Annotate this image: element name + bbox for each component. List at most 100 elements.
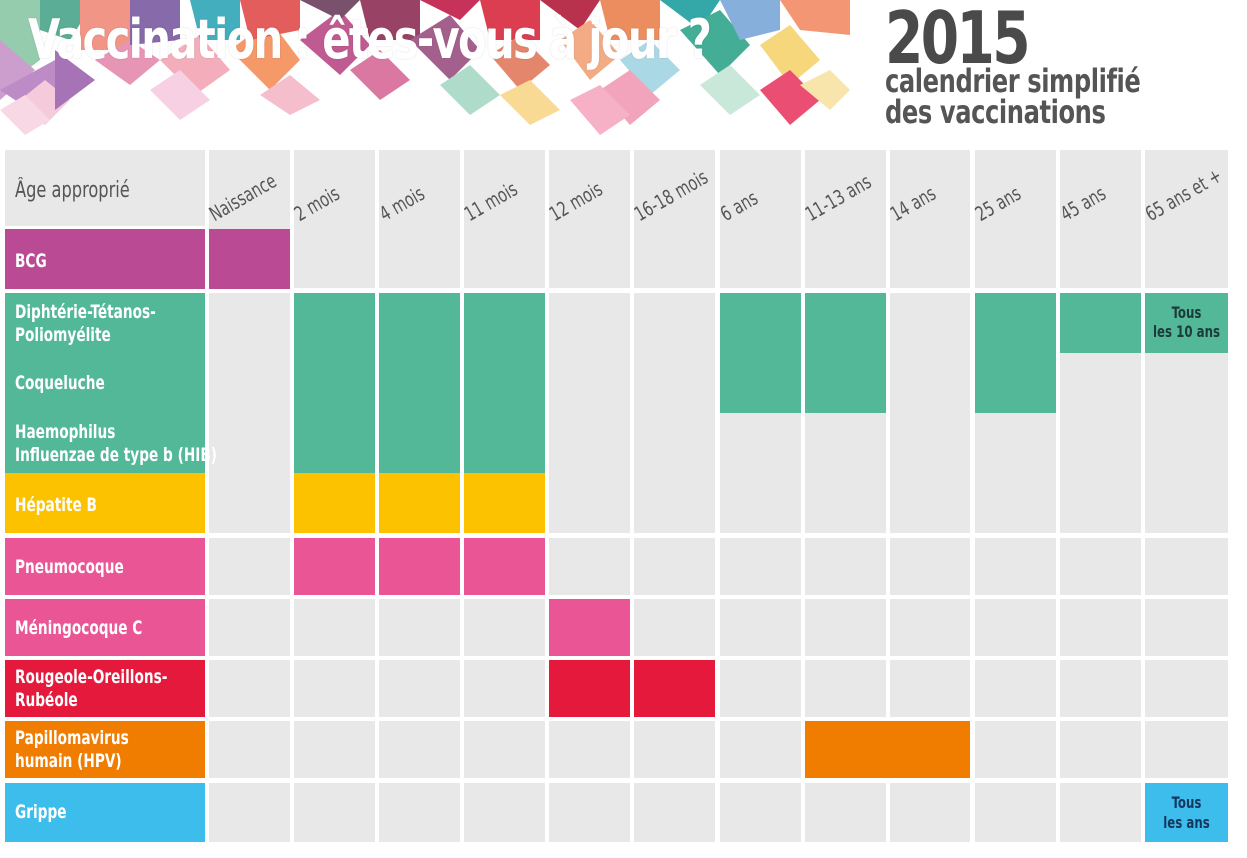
dose-mark-dtp-coq-hib bbox=[720, 293, 801, 413]
age-header-cell: 16-18 mois bbox=[630, 150, 715, 288]
age-header-cell: 14 ans bbox=[886, 150, 970, 288]
dose-mark-dtp-coq-hib: Tous les 10 ans bbox=[1145, 293, 1228, 353]
schedule-cell bbox=[379, 660, 460, 717]
vaccine-name-line2: Poliomyélite bbox=[15, 324, 111, 346]
subtitle-line-1: calendrier simplifié bbox=[885, 62, 1141, 100]
schedule-cell bbox=[209, 721, 290, 778]
schedule-cell bbox=[379, 599, 460, 656]
dose-mark-pneumocoque bbox=[294, 538, 375, 595]
schedule-cell bbox=[549, 783, 630, 842]
dose-mark-pneumocoque bbox=[464, 538, 545, 595]
schedule-cell bbox=[1060, 783, 1141, 842]
vaccine-name-line2: Influenzae de type b (HIB) bbox=[15, 444, 218, 466]
dtp-frequency-note-line1: Tous bbox=[1171, 303, 1202, 322]
schedule-cell bbox=[720, 783, 801, 842]
grippe-frequency-note-line2: les ans bbox=[1163, 813, 1210, 832]
schedule-cell bbox=[549, 538, 630, 595]
schedule-cell bbox=[720, 599, 801, 656]
age-header-cell: 12 mois bbox=[545, 150, 630, 288]
schedule-cell bbox=[975, 660, 1056, 717]
schedule-cell bbox=[379, 721, 460, 778]
age-header-cell: 65 ans et + bbox=[1141, 150, 1228, 288]
schedule-cell bbox=[1145, 660, 1228, 717]
age-header-label: 65 ans et + bbox=[1141, 163, 1226, 226]
schedule-cell bbox=[294, 660, 375, 717]
year-title: 2015 bbox=[885, 0, 1031, 80]
schedule-cell bbox=[890, 538, 970, 595]
vaccine-name-line1: Diphtérie-Tétanos- bbox=[15, 301, 156, 323]
dtp-frequency-note-line2: les 10 ans bbox=[1152, 322, 1221, 341]
vaccine-label-meningocoque-c: Méningocoque C bbox=[5, 599, 205, 656]
vaccine-name: BCG bbox=[15, 250, 47, 272]
schedule-cell bbox=[464, 783, 545, 842]
age-header-label: 6 ans bbox=[716, 185, 762, 226]
age-header-cell: 6 ans bbox=[716, 150, 801, 288]
schedule-cell bbox=[209, 538, 290, 595]
schedule-cell bbox=[634, 599, 715, 656]
schedule-cell bbox=[634, 538, 715, 595]
schedule-cell bbox=[1145, 721, 1228, 778]
schedule-cell bbox=[1060, 599, 1141, 656]
schedule-cell bbox=[549, 721, 630, 778]
age-header-cell: 25 ans bbox=[971, 150, 1056, 288]
dose-mark-ror bbox=[549, 660, 630, 717]
subtitle-line-2: des vaccinations bbox=[885, 93, 1106, 131]
schedule-cell bbox=[634, 293, 715, 533]
vaccine-name-line2: Rubéole bbox=[15, 689, 78, 711]
schedule-cell bbox=[379, 783, 460, 842]
vaccine-name: Grippe bbox=[15, 801, 67, 823]
schedule-cell bbox=[294, 599, 375, 656]
vaccine-label-hpv: Papillomavirus humain (HPV) bbox=[5, 721, 205, 778]
dose-mark-dtp-coq-hib bbox=[294, 293, 375, 473]
decorative-banner: Vaccination : êtes-vous à jour ? bbox=[0, 0, 850, 140]
schedule-cell bbox=[209, 660, 290, 717]
age-header-label: 2 mois bbox=[290, 181, 344, 226]
header-corner-cell: Âge approprié bbox=[5, 150, 205, 226]
dose-mark-pneumocoque bbox=[379, 538, 460, 595]
age-header-label: 4 mois bbox=[375, 181, 429, 226]
vaccine-name: Pneumocoque bbox=[15, 556, 124, 578]
age-column-label: Âge approprié bbox=[15, 178, 130, 203]
vaccine-name-line1: Haemophilus bbox=[15, 421, 116, 443]
vaccine-name-line1: Papillomavirus bbox=[15, 727, 129, 749]
subtitle: calendrier simplifié des vaccinations bbox=[885, 62, 1141, 131]
schedule-cell bbox=[720, 660, 801, 717]
vaccine-name: Hépatite B bbox=[15, 494, 97, 516]
hexagon-pattern-graphic bbox=[0, 0, 850, 135]
vaccine-label-bcg: BCG bbox=[5, 229, 205, 289]
schedule-cell bbox=[209, 599, 290, 656]
dose-mark-dtp-coq-hib bbox=[975, 293, 1056, 413]
schedule-cell bbox=[464, 660, 545, 717]
age-header-label: 16-18 mois bbox=[630, 164, 712, 226]
dose-mark-hepatite-b bbox=[464, 473, 545, 533]
schedule-cell bbox=[1145, 538, 1228, 595]
schedule-cell bbox=[634, 721, 715, 778]
age-header-cell: 4 mois bbox=[375, 150, 460, 288]
schedule-cell bbox=[720, 538, 801, 595]
age-header-label: 11-13 ans bbox=[801, 169, 876, 226]
vaccine-label-ror: Rougeole-Oreillons- Rubéole bbox=[5, 660, 205, 717]
vaccine-label-hepatite-b: Hépatite B bbox=[5, 473, 205, 533]
vaccine-name: Méningocoque C bbox=[15, 617, 143, 639]
schedule-cell bbox=[209, 293, 290, 533]
schedule-cell bbox=[549, 293, 630, 533]
age-header-cell: 11-13 ans bbox=[801, 150, 886, 288]
vaccine-name-line1: Rougeole-Oreillons- bbox=[15, 666, 168, 688]
schedule-cell bbox=[890, 660, 970, 717]
dose-mark-bcg bbox=[209, 229, 290, 289]
schedule-cell bbox=[805, 660, 886, 717]
age-header-cell: 45 ans bbox=[1056, 150, 1141, 288]
age-header-label: 25 ans bbox=[971, 181, 1025, 226]
dose-mark-grippe: Tous les ans bbox=[1145, 783, 1228, 842]
dose-mark-meningocoque-c bbox=[549, 599, 630, 656]
schedule-cell bbox=[209, 783, 290, 842]
vaccine-label-dtp: Diphtérie-Tétanos- Poliomyélite bbox=[5, 293, 205, 353]
dose-mark-dtp-coq-hib bbox=[379, 293, 460, 473]
main-title: Vaccination : êtes-vous à jour ? bbox=[28, 8, 712, 71]
age-header-label: 45 ans bbox=[1056, 181, 1110, 226]
schedule-cell bbox=[890, 783, 970, 842]
dose-mark-ror bbox=[634, 660, 715, 717]
vaccine-name: Coqueluche bbox=[15, 372, 105, 394]
vaccine-name-line2: humain (HPV) bbox=[15, 750, 122, 772]
schedule-cell bbox=[975, 783, 1056, 842]
